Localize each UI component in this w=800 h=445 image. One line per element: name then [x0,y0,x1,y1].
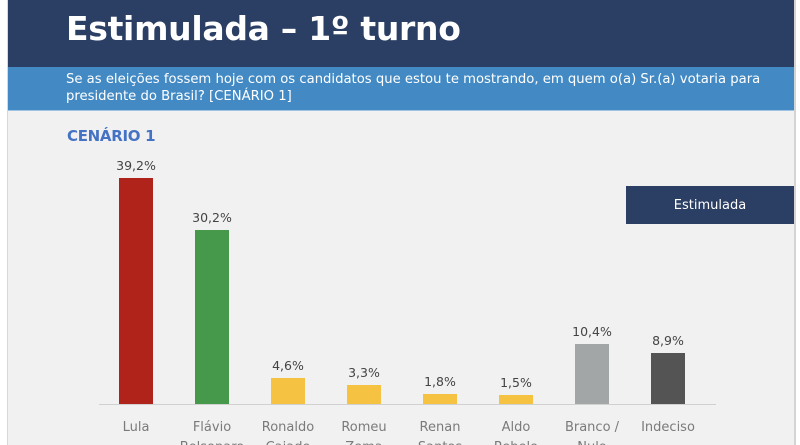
bar [119,178,153,404]
category-label-line1: Aldo [501,420,531,435]
bar-value-label: 10,4% [572,324,612,340]
bar-column: 30,2% [182,210,242,404]
category-label: Ronaldo Caiado [248,418,328,445]
category-label: Lula [96,418,176,438]
bar-value-label: 30,2% [192,210,232,226]
category-label-line2: Caiado [248,438,328,445]
bar-column: 1,5% [486,375,546,404]
legend-label: Estimulada [673,197,747,213]
question-bar: Se as eleições fossem hoje com os candid… [8,67,794,111]
category-label: Romeu Zema [324,418,404,445]
category-label: Flávio Bolsonaro [172,418,252,445]
category-label-line1: Branco / [564,420,620,435]
bar-value-label: 1,8% [424,373,456,389]
bar-column: 8,9% [638,333,698,404]
bar [423,393,457,404]
bar-value-label: 4,6% [272,357,304,373]
bar-value-label: 3,3% [348,365,380,380]
category-label: Indeciso [628,418,708,438]
category-label-line1: Ronaldo [261,420,315,435]
category-label-line2: Santos [400,438,480,445]
category-label-line1: Flávio [192,420,232,435]
category-label-line2: Rebelo [476,438,556,445]
bar-column: 10,4% [562,324,622,404]
bar [499,395,533,404]
bar-column: 1,8% [410,374,470,404]
scenario-label: CENÁRIO 1 [67,127,156,145]
bar-column: 3,3% [334,365,394,404]
bar [195,230,229,404]
legend-estimulada: Estimulada [626,186,794,224]
category-label-line2: Bolsonaro [172,438,252,445]
bar [271,377,305,404]
bar [347,385,381,404]
bar [651,352,685,404]
slide: Estimulada – 1º turno Se as eleições fos… [7,0,796,445]
category-label-line2: Zema [324,438,404,445]
bar-column: 39,2% [106,158,166,404]
category-label-line1: Lula [122,420,150,435]
header-bar: Estimulada – 1º turno [8,0,794,67]
bar-value-label: 1,5% [500,375,532,391]
category-label-line1: Indeciso [641,420,695,435]
category-label: Renan Santos [400,418,480,445]
category-label-line1: Renan [419,420,461,435]
category-label-line2: Nulo [552,438,632,445]
category-label: Aldo Rebelo [476,418,556,445]
page-title: Estimulada – 1º turno [66,9,461,48]
bar-value-label: 8,9% [652,332,684,348]
bar-value-label: 39,2% [116,158,156,174]
category-label-line1: Romeu [341,420,387,435]
chart-baseline [99,404,716,405]
question-text: Se as eleições fossem hoje com os candid… [66,72,761,104]
category-label: Branco / Nulo [552,418,632,445]
bar [575,344,609,404]
bar-column: 4,6% [258,358,318,404]
